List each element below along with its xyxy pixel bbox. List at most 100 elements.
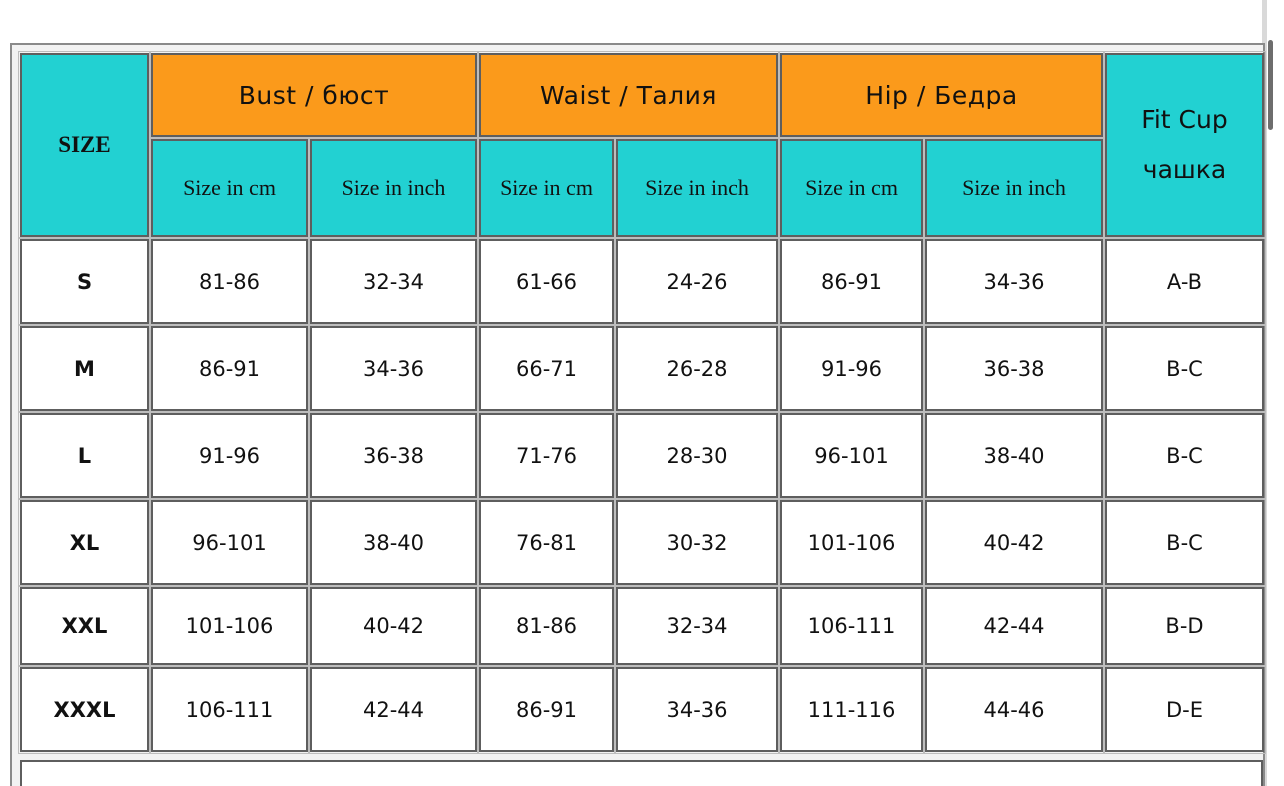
table-cell: 96-101 xyxy=(149,498,310,587)
size-cell-xxl: XXL xyxy=(18,585,151,667)
waist-inch-value: 26-28 xyxy=(666,356,728,381)
bust-cm-value: 86-91 xyxy=(198,356,261,381)
size-value: XL xyxy=(69,530,100,555)
table-cell: 81-86 xyxy=(149,237,310,326)
subheader-label: Size in inch xyxy=(341,175,446,200)
table-footer-row xyxy=(20,760,1263,786)
hip-cm-subheader: Size in cm xyxy=(778,137,925,239)
size-cell-s: S xyxy=(18,237,151,326)
table-cell: 36-38 xyxy=(308,411,479,500)
size-column-header: SIZE xyxy=(18,51,151,239)
bust-inch-value: 32-34 xyxy=(362,269,425,294)
size-cell-xxxl: XXXL xyxy=(18,665,151,754)
table-cell: 86-91 xyxy=(149,324,310,413)
hip-cm-value: 96-101 xyxy=(814,443,889,468)
size-value: L xyxy=(77,443,92,468)
table-cell: 34-36 xyxy=(308,324,479,413)
table-cell: 38-40 xyxy=(923,411,1105,500)
size-value: XXL xyxy=(61,614,108,638)
waist-inch-value: 30-32 xyxy=(666,530,728,555)
table-cell: B-D xyxy=(1103,585,1266,667)
bust-inch-value: 34-36 xyxy=(362,356,425,381)
bust-inch-subheader: Size in inch xyxy=(308,137,479,239)
table-cell: 81-86 xyxy=(477,585,616,667)
bust-cm-value: 101-106 xyxy=(185,614,274,638)
bust-cm-value: 91-96 xyxy=(198,443,261,468)
subheader-label: Size in cm xyxy=(500,175,593,200)
scrollbar-thumb[interactable] xyxy=(1268,40,1273,130)
waist-cm-value: 71-76 xyxy=(515,443,578,468)
bust-cm-value: 81-86 xyxy=(198,269,261,294)
bust-cm-subheader: Size in cm xyxy=(149,137,310,239)
waist-cm-value: 76-81 xyxy=(515,530,578,555)
table-cell: D-E xyxy=(1103,665,1266,754)
bust-inch-value: 40-42 xyxy=(362,614,425,638)
subheader-label: Size in inch xyxy=(962,175,1066,200)
table-cell: 91-96 xyxy=(778,324,925,413)
fit-cup-value: B-C xyxy=(1166,530,1203,555)
bust-group-header: Bust / бюст xyxy=(149,51,479,139)
waist-cm-value: 66-71 xyxy=(515,356,578,381)
fit-cup-label-en: Fit Cup xyxy=(1141,105,1228,134)
bust-inch-value: 38-40 xyxy=(362,530,425,555)
table-cell: 86-91 xyxy=(778,237,925,326)
size-value: S xyxy=(76,269,93,294)
waist-cm-value: 81-86 xyxy=(515,614,578,638)
table-cell: 38-40 xyxy=(308,498,479,587)
hip-inch-value: 38-40 xyxy=(983,443,1045,468)
hip-inch-value: 44-46 xyxy=(983,697,1045,722)
fit-cup-value: B-D xyxy=(1165,614,1204,638)
waist-inch-value: 24-26 xyxy=(666,269,728,294)
fit-cup-label-ru: чашка xyxy=(1142,155,1227,184)
subheader-label: Size in cm xyxy=(805,175,898,200)
size-header-label: SIZE xyxy=(58,132,111,157)
table-cell: 36-38 xyxy=(923,324,1105,413)
hip-inch-value: 40-42 xyxy=(983,530,1045,555)
fit-cup-value: B-C xyxy=(1166,443,1203,468)
table-cell: 101-106 xyxy=(149,585,310,667)
fit-cup-value: D-E xyxy=(1165,697,1204,722)
hip-cm-value: 91-96 xyxy=(820,356,883,381)
bust-cm-value: 96-101 xyxy=(192,530,267,555)
table-cell: 91-96 xyxy=(149,411,310,500)
size-value: XXXL xyxy=(53,697,116,722)
waist-inch-value: 28-30 xyxy=(666,443,728,468)
table-cell: 71-76 xyxy=(477,411,616,500)
bust-group-label: Bust / бюст xyxy=(238,80,390,110)
table-cell: 32-34 xyxy=(308,237,479,326)
table-cell: A-B xyxy=(1103,237,1266,326)
table-cell: 28-30 xyxy=(614,411,780,500)
table-cell: 106-111 xyxy=(778,585,925,667)
size-cell-l: L xyxy=(18,411,151,500)
waist-cm-subheader: Size in cm xyxy=(477,137,616,239)
subheader-label: Size in inch xyxy=(645,175,749,200)
waist-group-header: Waist / Талия xyxy=(477,51,780,139)
table-cell: 24-26 xyxy=(614,237,780,326)
hip-inch-value: 34-36 xyxy=(983,269,1045,294)
table-cell: 32-34 xyxy=(614,585,780,667)
hip-group-label: Hip / Бедра xyxy=(865,80,1018,110)
bust-cm-value: 106-111 xyxy=(185,697,274,722)
table-cell: 66-71 xyxy=(477,324,616,413)
table-cell: B-C xyxy=(1103,498,1266,587)
waist-cm-value: 86-91 xyxy=(515,697,578,722)
table-cell: 44-46 xyxy=(923,665,1105,754)
table-cell: B-C xyxy=(1103,411,1266,500)
waist-cm-value: 61-66 xyxy=(515,269,578,294)
table-cell: B-C xyxy=(1103,324,1266,413)
hip-inch-value: 42-44 xyxy=(983,614,1045,638)
table-cell: 40-42 xyxy=(308,585,479,667)
hip-cm-value: 101-106 xyxy=(807,530,896,555)
fit-cup-value: A-B xyxy=(1166,269,1203,294)
size-cell-m: M xyxy=(18,324,151,413)
table-cell: 101-106 xyxy=(778,498,925,587)
hip-cm-value: 86-91 xyxy=(820,269,883,294)
table-cell: 42-44 xyxy=(923,585,1105,667)
hip-group-header: Hip / Бедра xyxy=(778,51,1105,139)
waist-group-label: Waist / Талия xyxy=(540,80,717,110)
table-cell: 96-101 xyxy=(778,411,925,500)
hip-cm-value: 111-116 xyxy=(807,697,896,722)
table-cell: 40-42 xyxy=(923,498,1105,587)
table-cell: 106-111 xyxy=(149,665,310,754)
